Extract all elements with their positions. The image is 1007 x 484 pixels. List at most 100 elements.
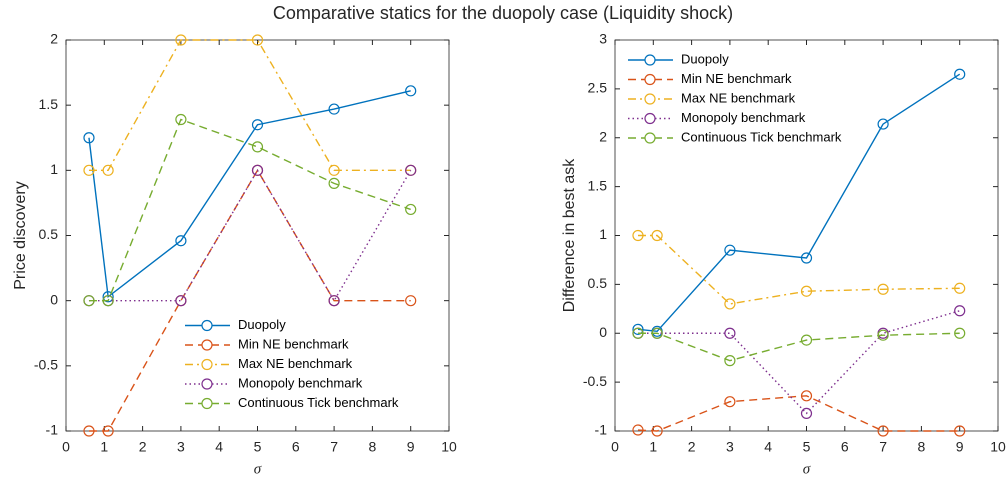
marker xyxy=(877,425,889,437)
marker xyxy=(954,305,966,317)
legend-label: Monopoly benchmark xyxy=(238,375,363,390)
x-axis-label: σ xyxy=(254,461,262,477)
x-tick-label: 5 xyxy=(254,439,262,455)
y-tick-label: 2 xyxy=(599,128,607,144)
legend-label: Duopoly xyxy=(238,317,286,332)
marker xyxy=(724,244,736,256)
legend-label: Max NE benchmark xyxy=(238,356,353,371)
legend-label: Continuous Tick benchmark xyxy=(238,395,399,410)
x-tick-label: 2 xyxy=(688,439,696,455)
x-tick-label: 0 xyxy=(611,439,619,455)
y-tick-label: 0 xyxy=(50,291,58,307)
marker xyxy=(328,177,340,189)
x-tick-label: 0 xyxy=(62,439,70,455)
legend-label: Min NE benchmark xyxy=(681,71,792,86)
marker xyxy=(632,327,644,339)
series-line xyxy=(637,234,960,305)
marker xyxy=(102,291,114,303)
marker xyxy=(405,203,417,216)
marker xyxy=(328,295,340,307)
marker xyxy=(175,295,187,307)
x-tick-label: 3 xyxy=(177,439,185,455)
axes-box xyxy=(65,39,450,432)
marker xyxy=(651,229,663,242)
marker xyxy=(724,396,736,408)
y-tick-label: 3 xyxy=(599,31,607,47)
marker xyxy=(877,118,889,130)
marker xyxy=(954,282,966,294)
marker xyxy=(83,164,95,176)
marker xyxy=(83,425,95,437)
marker xyxy=(632,229,644,242)
x-tick-label: 4 xyxy=(764,439,772,455)
legend-marker xyxy=(644,73,656,86)
marker xyxy=(102,164,114,176)
series-line xyxy=(88,39,411,172)
x-axis-label: σ xyxy=(803,461,811,477)
axes-box xyxy=(614,39,999,432)
x-tick-label: 6 xyxy=(292,439,300,455)
series-line xyxy=(88,118,411,302)
y-tick-label: -1 xyxy=(46,422,59,438)
marker xyxy=(328,103,340,115)
series-line xyxy=(637,332,960,362)
marker xyxy=(954,327,966,339)
marker xyxy=(175,235,187,247)
series-line xyxy=(88,168,411,432)
series-line xyxy=(637,73,961,333)
y-tick-label: 0.5 xyxy=(588,275,608,291)
legend-marker xyxy=(201,397,213,410)
y-tick-label: 0 xyxy=(599,324,607,340)
y-tick-label: -0.5 xyxy=(583,373,607,389)
legend-label: Max NE benchmark xyxy=(681,90,796,105)
series-line xyxy=(637,395,960,432)
marker xyxy=(83,295,95,307)
marker xyxy=(405,85,417,97)
marker xyxy=(800,334,813,346)
marker xyxy=(651,425,663,437)
y-tick-label: -1 xyxy=(595,422,608,438)
marker xyxy=(251,119,264,131)
x-tick-label: 1 xyxy=(100,439,108,455)
marker xyxy=(405,164,417,176)
marker xyxy=(800,252,813,264)
marker xyxy=(954,425,966,437)
marker xyxy=(632,424,644,436)
x-tick-label: 7 xyxy=(879,439,887,455)
marker xyxy=(724,327,736,339)
legend-marker xyxy=(201,378,213,390)
x-tick-label: 5 xyxy=(803,439,811,455)
marker xyxy=(102,425,114,437)
marker xyxy=(651,327,663,339)
x-tick-label: 9 xyxy=(956,439,964,455)
marker xyxy=(632,323,644,335)
x-tick-label: 9 xyxy=(407,439,415,455)
legend-marker xyxy=(201,339,213,351)
x-tick-label: 3 xyxy=(726,439,734,455)
marker xyxy=(800,285,813,297)
figure-title: Comparative statics for the duopoly case… xyxy=(273,3,733,23)
marker xyxy=(724,298,736,310)
marker xyxy=(83,132,95,144)
marker xyxy=(800,390,813,402)
marker xyxy=(251,34,264,46)
x-tick-label: 2 xyxy=(139,439,147,455)
legend-marker xyxy=(644,93,656,105)
x-tick-label: 6 xyxy=(841,439,849,455)
y-tick-label: 1.5 xyxy=(588,177,608,193)
x-tick-label: 1 xyxy=(649,439,657,455)
marker xyxy=(724,355,736,367)
y-tick-label: -0.5 xyxy=(34,357,58,373)
x-tick-label: 10 xyxy=(990,439,1006,455)
legend-marker xyxy=(644,132,656,144)
legend-label: Min NE benchmark xyxy=(238,336,349,351)
y-tick-label: 1 xyxy=(50,161,58,177)
x-tick-label: 8 xyxy=(918,439,926,455)
marker xyxy=(251,164,264,176)
y-tick-label: 0.5 xyxy=(39,226,59,242)
marker xyxy=(251,141,264,153)
legend-label: Duopoly xyxy=(681,51,729,66)
marker xyxy=(877,329,889,341)
series-line xyxy=(88,168,412,303)
